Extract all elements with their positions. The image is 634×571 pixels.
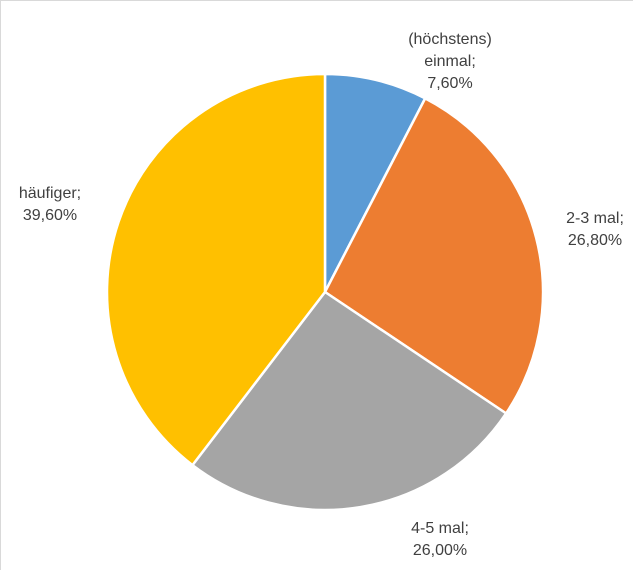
data-label: 2-3 mal; 26,80% — [530, 208, 634, 252]
label-value: 26,00% — [412, 542, 468, 559]
label-category: häufiger; — [18, 185, 82, 202]
pie-slice — [323, 72, 427, 294]
label-value: 26,80% — [567, 232, 623, 249]
data-label: (höchstens) einmal; 7,60% — [385, 29, 515, 95]
data-label: häufiger; 39,60% — [0, 183, 115, 227]
pie-slice — [105, 72, 327, 467]
pie-slice — [323, 97, 545, 415]
label-category: (höchstens) einmal; — [408, 31, 492, 70]
label-value: 39,60% — [22, 207, 78, 224]
label-category: 2-3 mal; — [566, 210, 624, 227]
label-category: 4-5 mal; — [411, 520, 469, 537]
pie-slice — [191, 290, 508, 512]
data-label: 4-5 mal; 26,00% — [375, 518, 505, 562]
label-value: 7,60% — [427, 75, 473, 92]
